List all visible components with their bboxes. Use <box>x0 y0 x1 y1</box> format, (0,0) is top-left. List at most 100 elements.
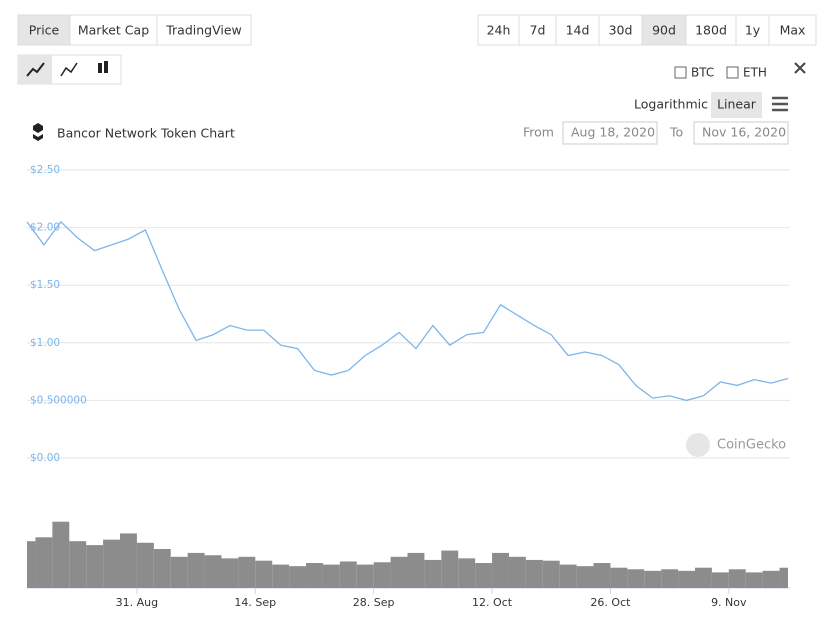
volume-bar <box>373 562 391 588</box>
volume-bar <box>576 566 594 588</box>
volume-bar <box>458 558 476 588</box>
y-tick-label: $1.50 <box>30 279 60 291</box>
volume-bar <box>136 542 154 588</box>
range-button[interactable] <box>768 14 817 46</box>
from-value[interactable]: Aug 18, 2020 <box>571 125 655 140</box>
checkbox[interactable] <box>674 66 687 79</box>
volume-bar <box>745 572 763 588</box>
tab-label[interactable]: Price <box>29 23 60 38</box>
range-button-label[interactable]: Max <box>780 23 806 38</box>
range-button-label[interactable]: 30d <box>609 23 633 38</box>
tab[interactable] <box>156 14 252 46</box>
line-icon <box>26 62 45 77</box>
checkbox[interactable] <box>726 66 739 79</box>
volume-bar <box>255 560 273 588</box>
to-label: To <box>669 125 683 140</box>
range-button-label[interactable]: 180d <box>695 23 727 38</box>
y-tick-label: $0.00 <box>30 452 60 464</box>
volume-bar <box>322 564 340 588</box>
volume-bar <box>306 563 323 588</box>
volume-bar <box>170 556 188 588</box>
volume-bar <box>187 552 205 588</box>
menu-icon[interactable] <box>772 96 788 112</box>
x-tick-label: 9. Nov <box>711 596 747 609</box>
volume-bar <box>779 567 788 588</box>
volume-bar <box>289 566 307 588</box>
volume-bar <box>475 563 493 588</box>
volume-bar <box>204 555 222 588</box>
volume-bar <box>407 552 425 588</box>
checkbox-label[interactable]: ETH <box>743 66 767 80</box>
volume-bar <box>542 560 560 588</box>
tab[interactable] <box>69 14 158 46</box>
volume-bar <box>69 541 87 588</box>
range-button[interactable] <box>555 14 600 46</box>
watermark: CoinGecko <box>717 438 786 453</box>
volume-bar <box>221 558 239 588</box>
volume-bar <box>644 570 662 588</box>
range-button-label[interactable]: 90d <box>652 23 676 38</box>
volume-bar <box>711 572 729 588</box>
volume-bar <box>120 533 137 588</box>
tab-label[interactable]: Market Cap <box>78 23 149 38</box>
range-button[interactable] <box>685 14 737 46</box>
volume-bar <box>492 552 509 588</box>
x-tick-label: 31. Aug <box>116 596 158 609</box>
volume-bar <box>525 559 543 588</box>
volume-bar <box>559 564 577 588</box>
price-line <box>26 220 789 402</box>
ohlc-line-icon[interactable] <box>60 62 78 77</box>
volume-bar <box>694 567 712 588</box>
volume-bar <box>762 570 780 588</box>
volume-bar <box>508 556 526 588</box>
scale-button[interactable] <box>711 92 762 118</box>
volume-bar <box>27 541 36 588</box>
volume-bar <box>678 570 695 588</box>
to-value[interactable]: Nov 16, 2020 <box>702 125 786 140</box>
watermark-logo <box>686 433 710 457</box>
tab-label[interactable]: TradingView <box>165 23 242 38</box>
y-tick-label: $0.500000 <box>30 394 87 406</box>
volume-bar <box>238 556 256 588</box>
x-tick-label: 28. Sep <box>353 596 395 609</box>
volume-bar <box>356 564 374 588</box>
range-button-label[interactable]: 14d <box>566 23 590 38</box>
range-button-label[interactable]: 7d <box>530 23 546 38</box>
y-tick-label: $1.00 <box>30 337 60 349</box>
volume-bar <box>390 556 408 588</box>
checkbox-label[interactable]: BTC <box>691 66 714 80</box>
volume-bar <box>661 569 679 588</box>
volume-bar <box>153 549 171 588</box>
volume-bar <box>272 564 290 588</box>
from-input[interactable] <box>562 121 658 145</box>
candle-icon <box>104 61 108 73</box>
volume-bar <box>728 569 746 588</box>
volume-bar <box>35 537 53 588</box>
y-tick-label: $2.50 <box>30 164 60 176</box>
scale-label[interactable]: Linear <box>717 97 757 112</box>
volume-bar <box>424 559 442 588</box>
volume-bar <box>339 561 357 588</box>
volume-bar <box>103 539 121 588</box>
volume-bar <box>52 521 70 588</box>
range-button[interactable] <box>735 14 770 46</box>
range-button[interactable] <box>477 14 520 46</box>
range-button-label[interactable]: 1y <box>745 23 761 38</box>
scale-label[interactable]: Logarithmic <box>634 97 708 112</box>
candle-icon[interactable] <box>98 63 102 73</box>
volume-bar <box>441 550 459 588</box>
x-tick-label: 14. Sep <box>234 596 276 609</box>
to-input[interactable] <box>693 121 789 145</box>
volume-bar <box>627 569 645 588</box>
volume-bar <box>593 563 611 588</box>
y-tick-label: $2.00 <box>30 222 60 234</box>
volume-bar <box>86 545 104 588</box>
range-button-label[interactable]: 24h <box>487 23 511 38</box>
x-tick-label: 26. Oct <box>590 596 631 609</box>
view-icons <box>17 54 122 85</box>
range-button[interactable] <box>641 14 687 46</box>
chart-title: Bancor Network Token Chart <box>57 126 235 141</box>
expand-icon[interactable] <box>794 62 806 74</box>
from-label: From <box>523 125 554 140</box>
